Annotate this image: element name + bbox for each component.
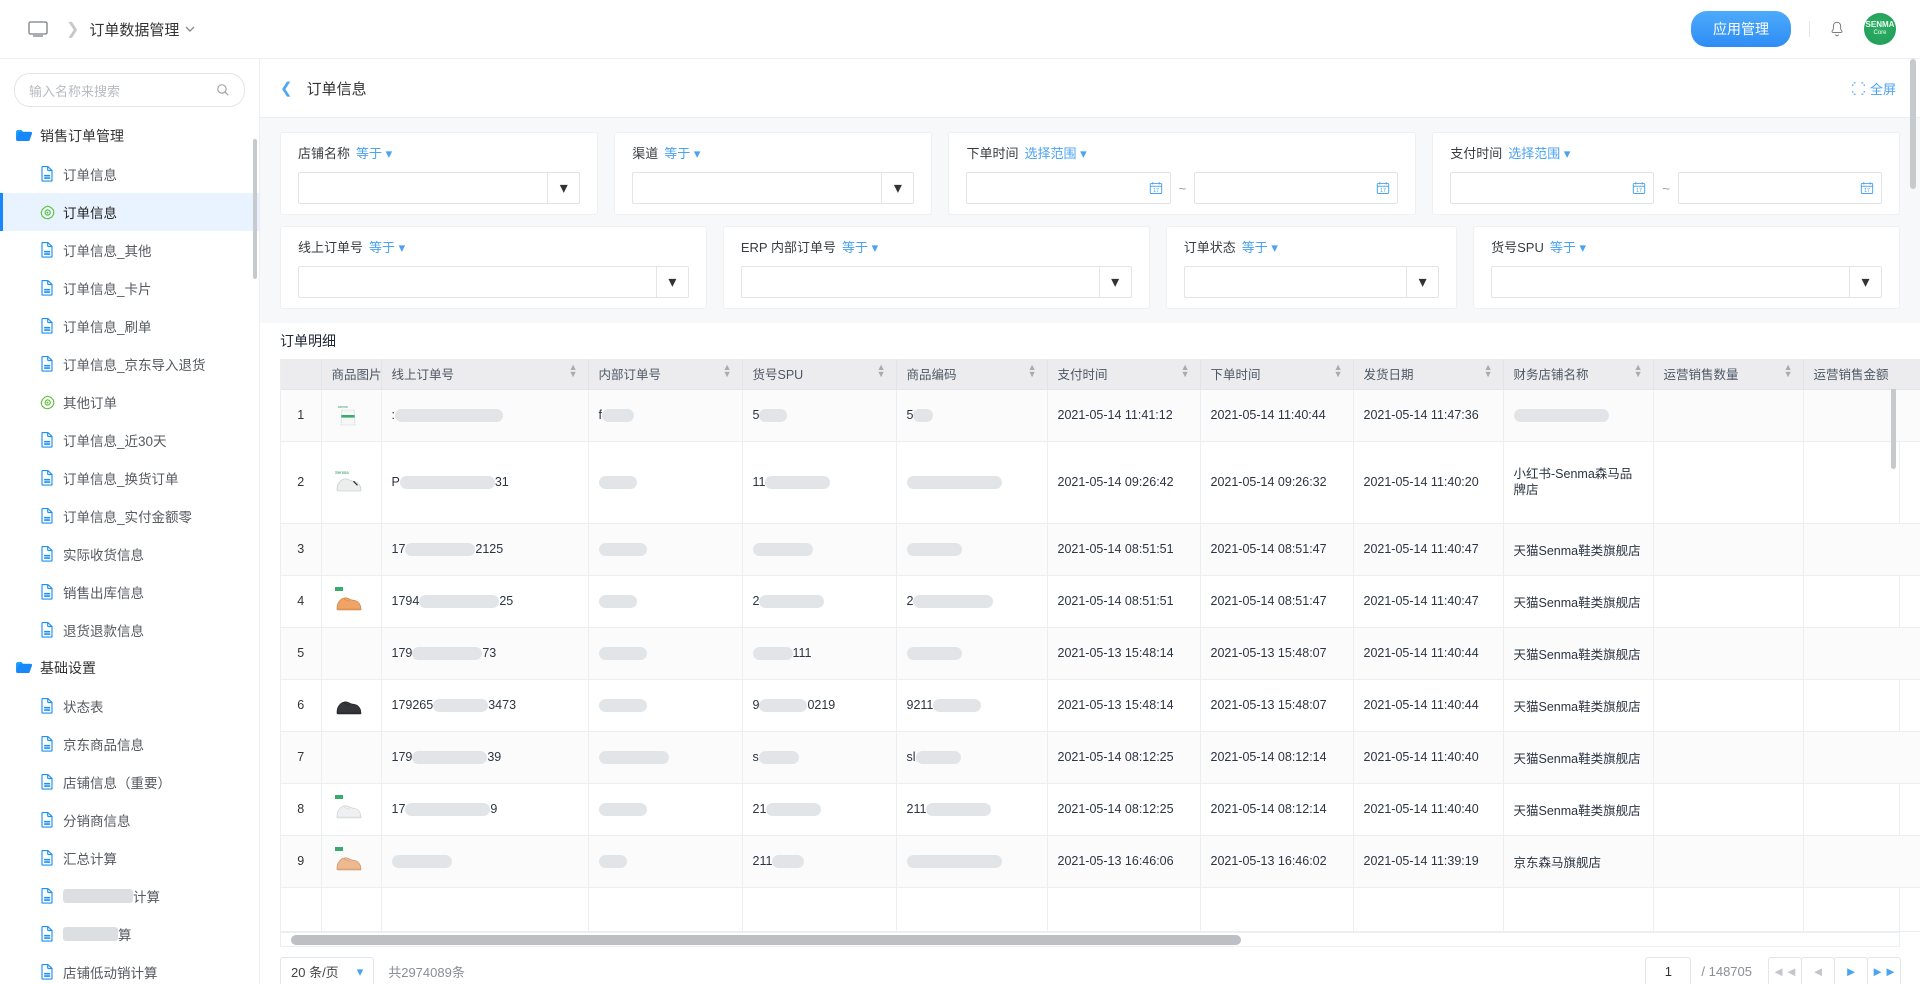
svg-text:17: 17 — [1380, 188, 1386, 194]
svg-text:17: 17 — [1153, 188, 1159, 194]
svg-text:17: 17 — [1636, 188, 1642, 194]
svg-text:Senma: Senma — [335, 470, 349, 475]
svg-text:senma: senma — [338, 405, 348, 409]
svg-text:17: 17 — [1864, 188, 1870, 194]
